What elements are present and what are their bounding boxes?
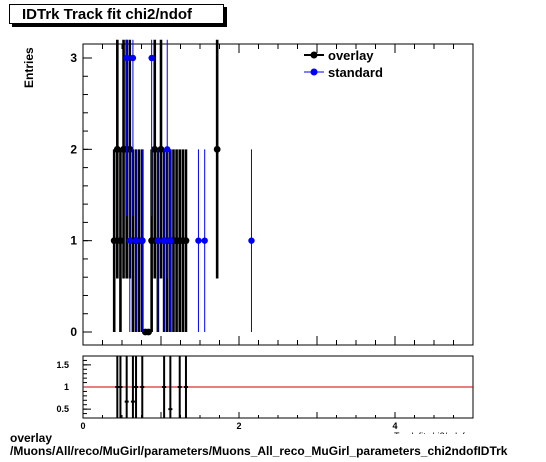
standard-point xyxy=(167,237,174,244)
x-axis-label: Track fit chi2/ndof xyxy=(394,429,476,434)
standard-point xyxy=(201,237,208,244)
standard-point xyxy=(148,54,155,62)
ratio-point xyxy=(134,386,139,388)
ratio-plot-panel: 0.5 1 1.5 0 2 4 xyxy=(56,355,474,431)
overlay-point xyxy=(117,237,124,245)
standard-point xyxy=(248,237,255,244)
ratio-point xyxy=(183,386,188,388)
ratio-x-tick-label: 4 xyxy=(392,421,397,431)
ratio-point xyxy=(168,408,173,411)
ratio-y-tick-label: 1 xyxy=(64,382,69,392)
y-tick-label: 1 xyxy=(70,234,77,248)
standard-point xyxy=(164,146,171,153)
caption-line-1: overlay xyxy=(10,431,53,445)
y-tick-label: 0 xyxy=(70,325,77,339)
ratio-point xyxy=(140,386,145,388)
ratio-x-tick-label: 2 xyxy=(236,421,241,431)
overlay-point xyxy=(110,237,118,245)
ratio-x-tick-label: 0 xyxy=(80,421,85,431)
ratio-y-tick-label: 0.5 xyxy=(56,404,69,414)
ratio-point xyxy=(118,386,123,388)
ratio-point xyxy=(162,386,167,388)
overlay-point xyxy=(148,237,156,245)
overlay-point xyxy=(145,328,152,336)
standard-point xyxy=(139,237,146,244)
standard-point xyxy=(132,237,140,244)
ratio-y-tick-label: 1.5 xyxy=(56,360,69,370)
y-tick-label: 3 xyxy=(70,51,77,65)
standard-point xyxy=(160,237,168,244)
ratio-point xyxy=(177,386,182,388)
ratio-point xyxy=(130,400,135,403)
overlay-point xyxy=(113,145,121,153)
ratio-point xyxy=(115,386,120,388)
y-tick-label: 2 xyxy=(70,142,77,156)
standard-point xyxy=(154,237,162,244)
caption-line-2: /Muons/All/reco/MuGirl/parameters/Muons_… xyxy=(10,444,508,458)
overlay-point xyxy=(157,145,165,153)
legend: overlay standard xyxy=(304,48,383,80)
standard-point xyxy=(126,237,133,244)
standard-point xyxy=(195,237,202,244)
overlay-point xyxy=(213,145,221,153)
legend-label-overlay: overlay xyxy=(328,48,374,63)
ratio-point xyxy=(124,400,129,403)
overlay-point xyxy=(151,145,159,153)
legend-marker-standard xyxy=(310,68,318,76)
standard-point xyxy=(129,54,137,62)
chart-title: IDTrk Track fit chi2/ndof xyxy=(9,4,224,24)
overlay-point xyxy=(182,237,190,245)
y-axis-label: Entries xyxy=(22,47,36,88)
legend-marker-overlay xyxy=(310,51,318,59)
standard-point xyxy=(123,54,130,62)
legend-label-standard: standard xyxy=(328,65,383,80)
main-plot-panel: 0 1 2 3 xyxy=(70,39,474,346)
